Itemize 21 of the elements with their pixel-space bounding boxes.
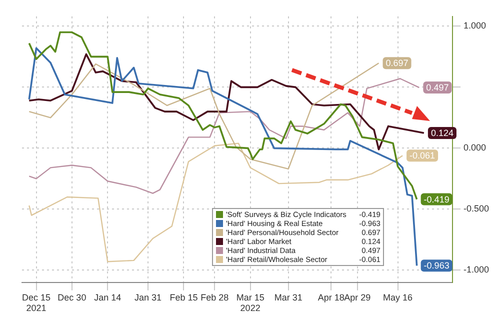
- data-label: -0.419: [424, 194, 450, 204]
- x-tick-label: Apr 29: [344, 292, 371, 302]
- data-label: -0.061: [410, 150, 436, 161]
- data-label: 0.697: [386, 58, 408, 68]
- x-tick-label: Mar 31: [274, 292, 302, 302]
- x-tick-label: Apr 18: [318, 292, 344, 302]
- x-tick-label: Mar 15 2022: [236, 292, 264, 314]
- x-tick-label: May 16: [383, 292, 413, 302]
- x-tick-label: Feb 28: [200, 292, 229, 302]
- y-tick-label: -0.500: [463, 204, 490, 214]
- y-tick-label: 0.000: [463, 142, 486, 153]
- data-label: 0.124: [430, 128, 454, 138]
- y-tick-label: -1.000: [463, 264, 490, 275]
- x-tick-label: Jan 14: [94, 292, 122, 302]
- data-label: -0.963: [424, 260, 450, 271]
- x-tick-label: Dec 30: [58, 292, 86, 302]
- x-tick-label: Dec 15 2021: [22, 292, 51, 314]
- x-tick-label: Feb 15: [170, 292, 198, 302]
- y-tick-label: 1.000: [463, 20, 486, 31]
- data-label: 0.497: [426, 82, 449, 93]
- x-tick-label: Jan 31: [134, 292, 162, 302]
